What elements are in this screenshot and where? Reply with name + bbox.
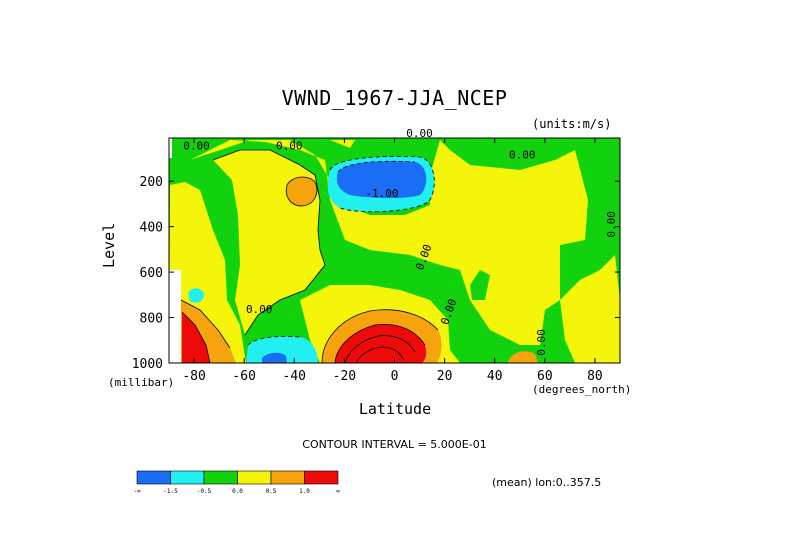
contour-region [470,270,490,300]
contour-region [560,255,620,363]
y-tick-label: 800 [140,312,163,327]
y-axis-unit: (millibar) [108,376,175,389]
legend-swatch [170,470,205,485]
contour-region [586,165,604,192]
contour-label: 0.00 [246,303,273,316]
y-tick-label: 400 [140,221,163,236]
contour-region [336,161,427,199]
contour-region [262,352,287,363]
legend-end-label: ∞ [336,488,340,495]
legend-label: 0.0 [232,488,243,495]
contour-label: -1.00 [365,187,398,200]
contour-interval-text: CONTOUR INTERVAL = 5.000E-01 [302,438,487,451]
x-tick-label: 20 [437,369,453,384]
missing-data [169,270,181,363]
x-tick-label: 60 [537,369,553,384]
x-tick-label: -40 [283,369,306,384]
legend-label: -0.5 [197,488,212,495]
legend-label: -∞ [133,488,141,495]
legend-swatch [304,470,339,485]
contour-label: 0.00 [509,148,536,161]
contour-region [286,176,317,206]
x-tick-label: -80 [182,369,205,384]
legend-label: 1.0 [299,488,310,495]
y-tick-label: 1000 [132,357,163,372]
x-tick-label: -20 [333,369,356,384]
contour-region [190,140,588,345]
legend-label: 0.5 [266,488,277,495]
y-ticks: 200 400 600 800 1000 [132,175,620,372]
missing-data [169,138,172,158]
legend-swatch [136,470,171,485]
units-label: (units:m/s) [532,117,612,131]
x-tick-label: 40 [487,369,503,384]
y-tick-label: 600 [140,266,163,281]
y-tick-label: 200 [140,175,163,190]
legend-swatch [203,470,238,485]
legend-swatch [237,470,272,485]
contour-region [330,140,355,148]
contour-region [182,312,210,363]
x-tick-label: 0 [391,369,399,384]
contour-fills [169,138,620,363]
legend-swatch [270,470,305,485]
contour-region [335,324,427,363]
chart-title: VWND_1967-JJA_NCEP [281,86,508,110]
contour-label: 0.00 [535,329,548,356]
x-tick-label: -60 [232,369,255,384]
mean-longitude-text: (mean) lon:0..357.5 [492,476,602,489]
contour-label: 0.00 [276,139,303,152]
x-tick-label: 80 [587,369,603,384]
contour-label: 0.00 [183,139,210,152]
contour-region [188,288,204,303]
contour-region [508,351,538,363]
color-legend: -∞ -1.5 -0.5 0.0 0.5 1.0 ∞ [133,470,340,495]
contour-label: 0.00 [605,211,618,238]
legend-label: -1.5 [163,488,178,495]
contour-label: 0.00 [406,127,433,140]
x-axis-label: Latitude [358,400,432,418]
x-ticks: -80 -60 -40 -20 0 20 40 60 80 [182,138,603,384]
x-axis-unit: (degrees_north) [532,383,632,396]
